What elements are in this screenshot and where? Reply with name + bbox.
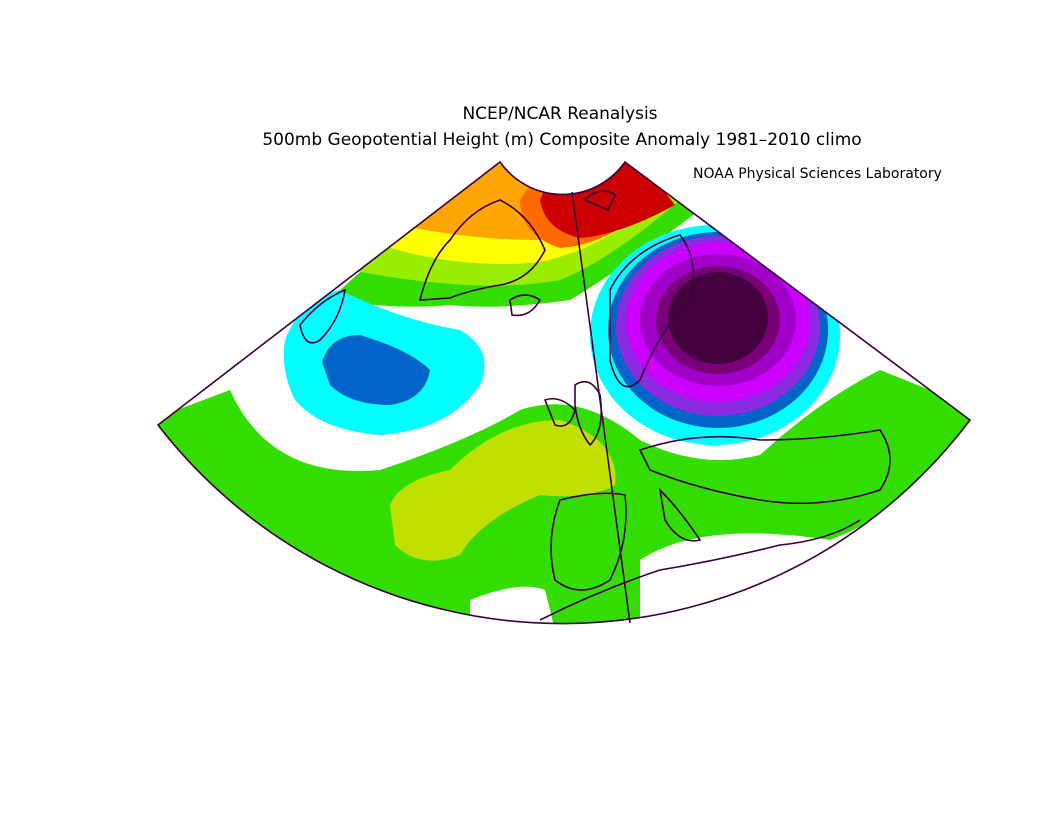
map-title: NCEP/NCAR Reanalysis [462,104,657,124]
anomaly-field [158,162,970,624]
coastlines [299,190,891,621]
map-credit: NOAA Physical Sciences Laboratory [693,166,942,182]
map-frame [156,160,972,625]
map-subtitle: 500mb Geopotential Height (m) Composite … [262,130,861,150]
meridian [571,191,631,624]
